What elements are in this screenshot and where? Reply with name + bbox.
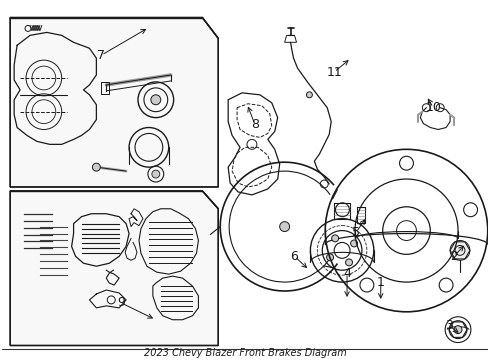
Circle shape [306,92,312,98]
Circle shape [351,240,358,247]
Circle shape [151,95,161,105]
Polygon shape [10,18,218,187]
Text: 11: 11 [326,66,342,78]
Text: 5: 5 [352,226,360,239]
Text: 7: 7 [98,49,105,62]
Circle shape [152,170,160,178]
Circle shape [93,163,100,171]
Text: 9: 9 [117,296,125,309]
Text: 4: 4 [343,267,351,280]
Text: 2: 2 [450,250,458,263]
Circle shape [327,254,334,261]
Circle shape [345,259,352,266]
Text: 3: 3 [445,319,453,332]
Text: 2023 Chevy Blazer Front Brakes Diagram: 2023 Chevy Blazer Front Brakes Diagram [144,348,346,359]
Text: 10: 10 [425,101,441,114]
Polygon shape [10,191,218,346]
Text: 1: 1 [377,276,385,289]
Text: 8: 8 [251,118,259,131]
Text: 6: 6 [291,250,298,263]
Circle shape [280,222,290,231]
Circle shape [332,235,339,242]
Circle shape [454,326,462,334]
